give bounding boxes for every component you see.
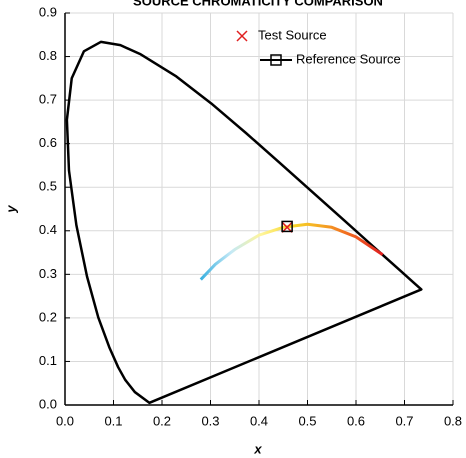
y-tick-label: 0.2 [39, 309, 57, 324]
x-axis-title: x [253, 441, 262, 456]
y-tick-label: 0.8 [39, 48, 57, 63]
legend-label: Test Source [258, 27, 327, 42]
y-tick-label: 0.3 [39, 266, 57, 281]
x-tick-label: 0.6 [347, 413, 365, 428]
y-tick-label: 0.7 [39, 92, 57, 107]
x-tick-label: 0.3 [201, 413, 219, 428]
y-tick-label: 0.0 [39, 396, 57, 411]
y-tick-label: 0.5 [39, 179, 57, 194]
y-tick-label: 0.4 [39, 222, 57, 237]
point-marker [281, 220, 293, 233]
x-tick-label: 0.1 [104, 413, 122, 428]
point-marker [281, 221, 293, 233]
legend-label: Reference Source [296, 51, 401, 66]
y-tick-label: 0.6 [39, 135, 57, 150]
x-tick-label: 0.0 [56, 413, 74, 428]
y-tick-label: 0.1 [39, 353, 57, 368]
y-tick-label: 0.9 [39, 4, 57, 19]
x-tick-label: 0.8 [444, 413, 462, 428]
y-axis-title: y [3, 205, 18, 214]
locus-line [199, 222, 384, 281]
x-tick-label: 0.4 [250, 413, 268, 428]
legend-marker [270, 54, 282, 66]
legend-marker [236, 30, 248, 42]
locus-line [65, 40, 423, 405]
x-tick-label: 0.5 [298, 413, 316, 428]
chart-title: SOURCE CHROMATICITY COMPARISON [133, 0, 383, 8]
x-tick-label: 0.7 [395, 413, 413, 428]
x-tick-label: 0.2 [153, 413, 171, 428]
